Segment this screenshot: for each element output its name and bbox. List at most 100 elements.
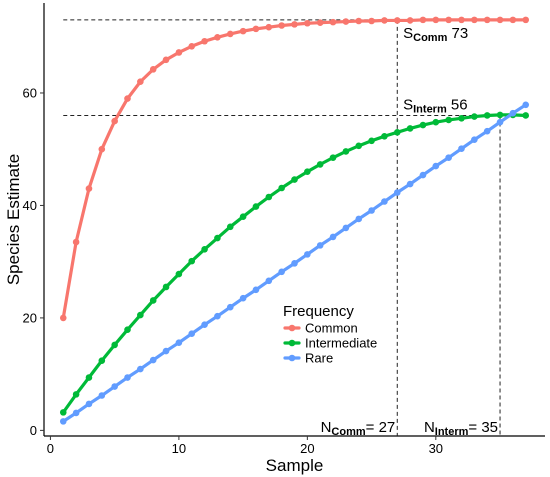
data-point bbox=[137, 365, 144, 373]
legend-swatch-point bbox=[288, 354, 296, 362]
y-axis-title: Species Estimate bbox=[4, 154, 23, 285]
data-point bbox=[291, 21, 298, 28]
series-common bbox=[59, 16, 530, 322]
data-point bbox=[85, 185, 93, 192]
annotation-prefix: S bbox=[403, 96, 413, 113]
annotation-n_interm: NInterm= 35 bbox=[424, 419, 498, 438]
data-point bbox=[432, 118, 440, 126]
data-point bbox=[252, 286, 260, 294]
data-point bbox=[381, 198, 388, 205]
annotation-prefix: N bbox=[424, 419, 435, 436]
x-tick-label: 10 bbox=[172, 441, 186, 456]
data-point bbox=[214, 34, 221, 41]
data-point bbox=[496, 111, 504, 119]
data-point bbox=[458, 114, 465, 122]
data-point bbox=[278, 268, 285, 276]
data-point bbox=[265, 193, 273, 201]
series-intermediate bbox=[59, 111, 530, 416]
data-point bbox=[175, 49, 183, 56]
data-point bbox=[522, 112, 530, 119]
legend-swatch-point bbox=[288, 339, 296, 347]
data-point bbox=[458, 145, 465, 152]
y-tick-label: 40 bbox=[23, 198, 37, 213]
data-point bbox=[432, 16, 440, 24]
data-point bbox=[445, 154, 452, 161]
annotation-prefix: S bbox=[403, 25, 413, 42]
legend-item-common: Common bbox=[283, 321, 358, 336]
data-point bbox=[188, 43, 196, 50]
y-tick-label: 0 bbox=[30, 423, 37, 438]
data-point bbox=[406, 17, 414, 24]
data-point bbox=[149, 356, 157, 364]
data-point bbox=[239, 294, 247, 302]
data-point bbox=[59, 314, 67, 322]
annotation-subscript: Interm bbox=[413, 103, 447, 115]
x-axis-title: Sample bbox=[266, 456, 324, 475]
data-point bbox=[316, 19, 324, 26]
data-point bbox=[162, 347, 170, 355]
data-point bbox=[291, 260, 298, 267]
data-point bbox=[304, 251, 311, 258]
data-point bbox=[252, 203, 260, 210]
data-point bbox=[239, 213, 247, 220]
annotation-n_comm: NComm= 27 bbox=[321, 419, 396, 438]
data-point bbox=[124, 326, 131, 334]
data-point bbox=[329, 233, 337, 241]
data-point bbox=[111, 117, 118, 125]
data-point bbox=[226, 223, 234, 231]
data-point bbox=[162, 283, 170, 291]
data-point bbox=[496, 16, 504, 24]
data-point bbox=[316, 242, 324, 249]
legend-item-intermediate: Intermediate bbox=[283, 336, 377, 351]
data-point bbox=[419, 171, 427, 179]
legend-title: Frequency bbox=[283, 303, 354, 320]
data-point bbox=[458, 16, 465, 24]
data-point bbox=[201, 37, 208, 45]
legend-label: Rare bbox=[305, 351, 333, 366]
legend-item-rare: Rare bbox=[283, 351, 333, 366]
data-point bbox=[124, 374, 131, 381]
data-point bbox=[98, 392, 106, 399]
annotation-s_interm: SInterm 56 bbox=[403, 96, 468, 115]
data-point bbox=[509, 16, 517, 24]
data-point bbox=[188, 257, 196, 265]
data-point bbox=[59, 409, 67, 416]
data-point bbox=[201, 246, 208, 253]
annotation-suffix: 56 bbox=[447, 96, 468, 113]
data-point bbox=[471, 136, 478, 143]
data-point bbox=[406, 125, 414, 132]
data-point bbox=[471, 16, 478, 24]
data-point bbox=[329, 154, 337, 161]
data-point bbox=[149, 66, 157, 73]
data-point bbox=[393, 129, 401, 136]
data-point bbox=[149, 297, 157, 304]
annotation-subscript: Comm bbox=[413, 32, 447, 44]
data-point bbox=[98, 357, 106, 364]
data-point bbox=[368, 207, 375, 214]
data-point bbox=[316, 161, 324, 168]
data-point bbox=[124, 95, 131, 102]
annotation-suffix: 73 bbox=[447, 25, 468, 42]
data-point bbox=[85, 374, 93, 381]
data-point bbox=[239, 27, 247, 35]
legend-label: Common bbox=[305, 321, 358, 336]
data-point bbox=[445, 116, 452, 124]
data-point bbox=[252, 25, 260, 33]
data-point bbox=[137, 311, 144, 319]
annotation-suffix: = 27 bbox=[366, 419, 396, 436]
data-point bbox=[226, 303, 234, 311]
data-point bbox=[188, 330, 196, 337]
data-point bbox=[291, 176, 298, 183]
data-point bbox=[304, 19, 311, 27]
data-point bbox=[355, 17, 363, 25]
data-point bbox=[226, 30, 234, 38]
data-point bbox=[406, 180, 414, 188]
data-point bbox=[265, 23, 273, 31]
data-point bbox=[98, 145, 106, 153]
data-point bbox=[111, 341, 118, 349]
data-point bbox=[419, 16, 427, 24]
data-point bbox=[278, 22, 285, 29]
